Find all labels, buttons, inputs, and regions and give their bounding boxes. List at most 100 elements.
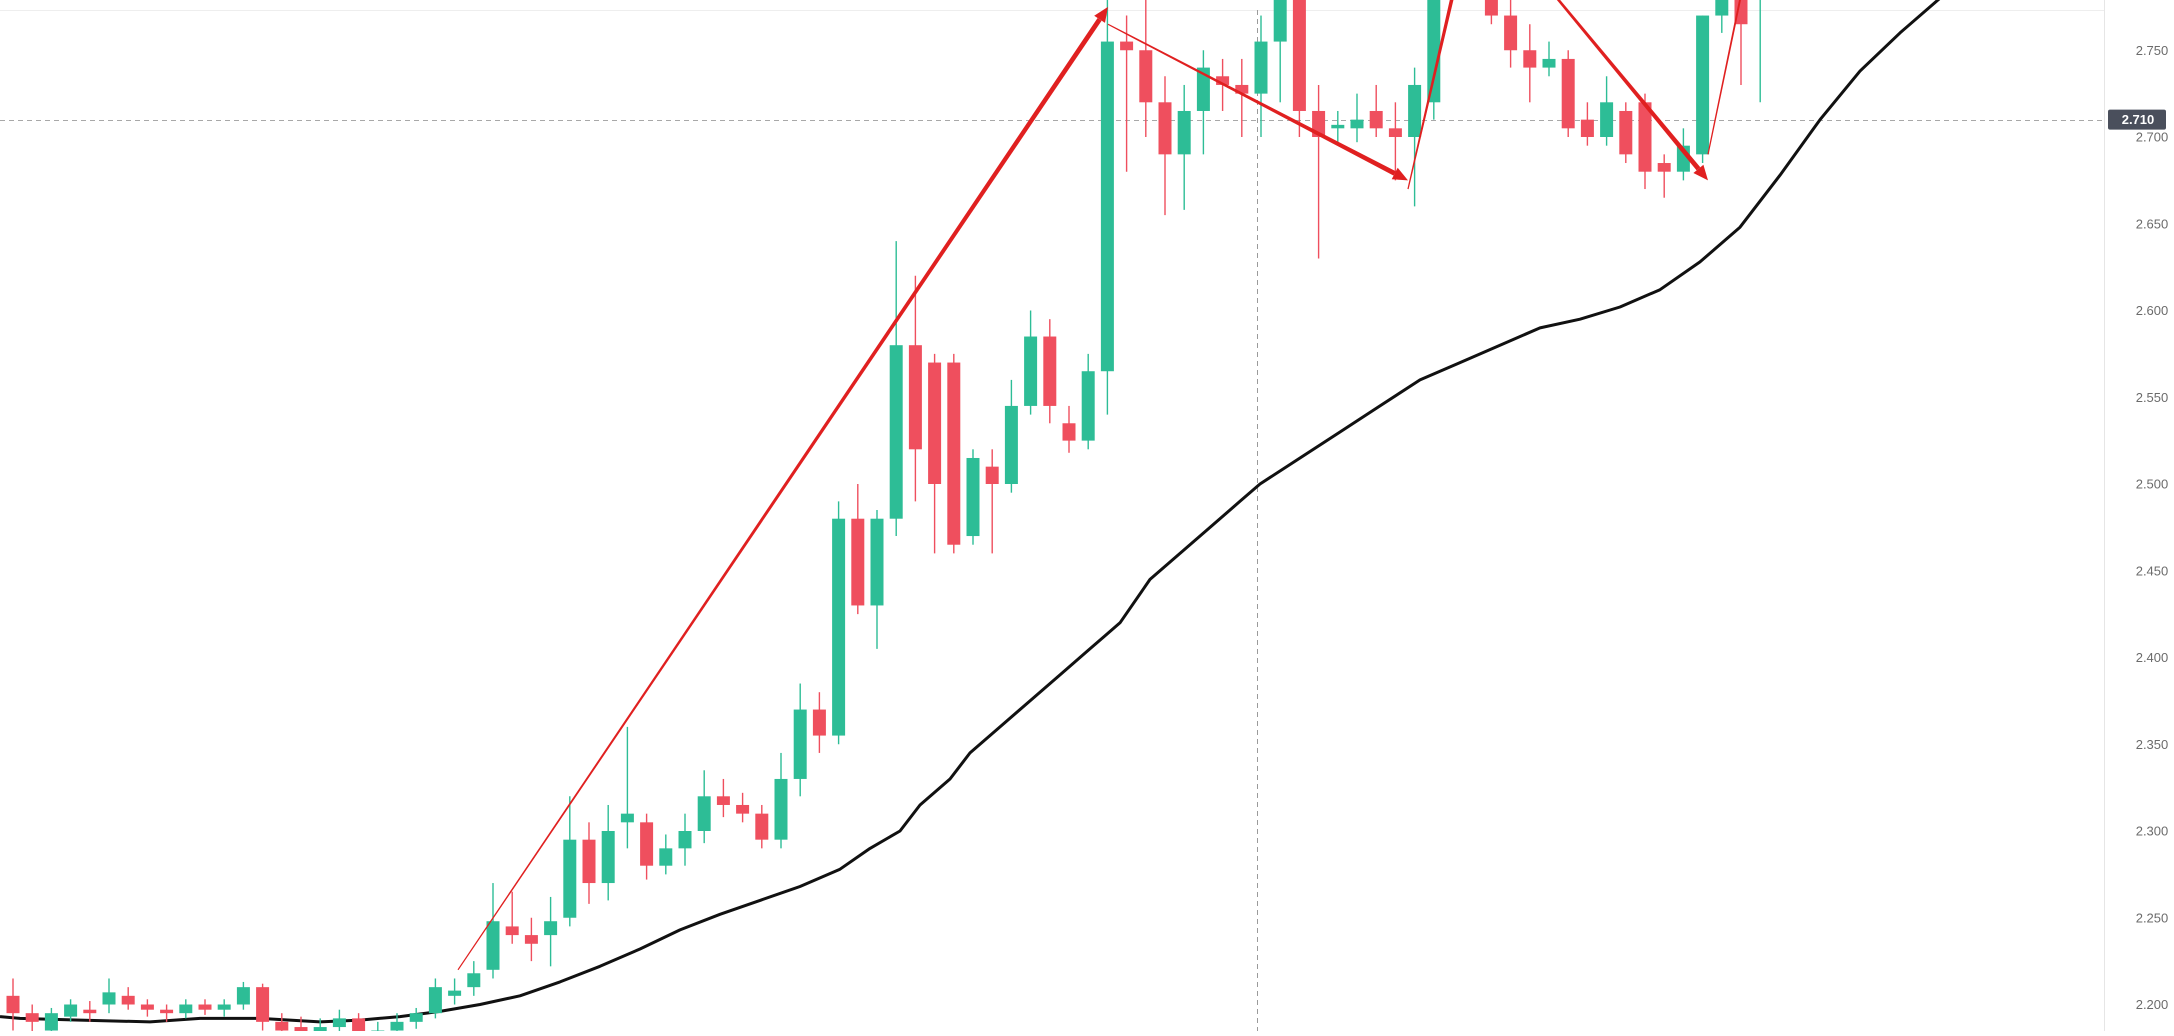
candle-body-up [1255,42,1268,94]
candle[interactable] [851,484,864,614]
candle[interactable] [448,978,461,1004]
candle-body-up [410,1013,423,1022]
candle[interactable] [1159,76,1172,215]
candle-body-up [467,973,480,987]
candle[interactable] [1274,0,1287,102]
y-tick-label: 2.750 [2136,43,2169,58]
candle[interactable] [775,753,788,848]
candle[interactable] [410,1008,423,1029]
candle[interactable] [1696,16,1709,163]
candle[interactable] [1082,354,1095,449]
candle[interactable] [275,1013,288,1031]
candle[interactable] [506,892,519,944]
candle[interactable] [794,684,807,797]
candle-body-up [1351,120,1364,129]
candle[interactable] [1351,94,1364,143]
candle[interactable] [1063,406,1076,453]
candle-body-up [832,519,845,736]
candle[interactable] [218,999,231,1016]
candle[interactable] [256,984,269,1031]
candle[interactable] [717,779,730,817]
candle[interactable] [83,1001,96,1022]
candle[interactable] [1024,311,1037,415]
candle[interactable] [871,510,884,649]
candle-body-up [563,840,576,918]
candle[interactable] [928,354,941,554]
candle[interactable] [544,897,557,966]
candle[interactable] [7,978,20,1030]
candle[interactable] [679,814,692,866]
candle[interactable] [698,770,711,843]
candle[interactable] [333,1010,346,1031]
candle[interactable] [659,834,672,874]
candle-body-up [429,987,442,1013]
candle[interactable] [909,276,922,502]
candle[interactable] [1005,380,1018,493]
candle[interactable] [602,805,615,900]
candle-body-down [506,926,519,935]
candle[interactable] [1581,102,1594,145]
candle[interactable] [1331,111,1344,142]
y-tick-label: 2.650 [2136,216,2169,231]
candle[interactable] [352,1013,365,1031]
candle[interactable] [947,354,960,554]
candle[interactable] [890,241,903,536]
candle-body-down [717,796,730,805]
candle[interactable] [141,999,154,1016]
candle[interactable] [1101,0,1114,415]
candle-body-down [26,1013,39,1022]
candle-body-down [1043,337,1056,406]
candle-body-up [1101,42,1114,372]
candle[interactable] [1178,85,1191,210]
candle[interactable] [199,999,212,1015]
moving-average-line [0,0,2130,1022]
candle[interactable] [1235,59,1248,137]
candle[interactable] [832,501,845,744]
candle[interactable] [295,1017,308,1031]
candle[interactable] [26,1005,39,1032]
candle[interactable] [1389,102,1402,180]
candle[interactable] [45,1008,58,1031]
candle[interactable] [1312,85,1325,259]
candle[interactable] [1715,0,1728,33]
candle[interactable] [813,692,826,753]
candle-body-up [1600,102,1613,137]
candle[interactable] [1293,0,1306,137]
candle[interactable] [179,999,192,1018]
candle[interactable] [1255,16,1268,137]
candle-body-down [199,1005,212,1010]
candle[interactable] [1658,154,1671,197]
candle[interactable] [103,978,116,1013]
candle-body-down [122,996,135,1005]
candle[interactable] [467,961,480,996]
candle[interactable] [967,449,980,544]
candle[interactable] [429,978,442,1018]
candle[interactable] [122,987,135,1010]
candle[interactable] [1754,0,1767,102]
candle[interactable] [736,793,749,822]
candle[interactable] [1562,50,1575,137]
candle[interactable] [1120,16,1133,172]
candle[interactable] [237,982,250,1010]
candle[interactable] [1370,85,1383,137]
candle[interactable] [1043,319,1056,423]
candle-body-up [679,831,692,848]
candle[interactable] [1619,102,1632,163]
candle[interactable] [1523,24,1536,102]
candle[interactable] [1139,0,1152,137]
candle[interactable] [1485,0,1498,24]
candle[interactable] [755,805,768,848]
candle[interactable] [525,918,538,961]
candle[interactable] [563,796,576,926]
candle[interactable] [583,822,596,904]
candle[interactable] [1197,50,1210,154]
candle[interactable] [371,1022,384,1031]
candle[interactable] [487,883,500,978]
candle[interactable] [621,727,634,848]
candle[interactable] [1543,42,1556,77]
candle[interactable] [1600,76,1613,145]
candle[interactable] [986,449,999,553]
candle[interactable] [640,814,653,880]
